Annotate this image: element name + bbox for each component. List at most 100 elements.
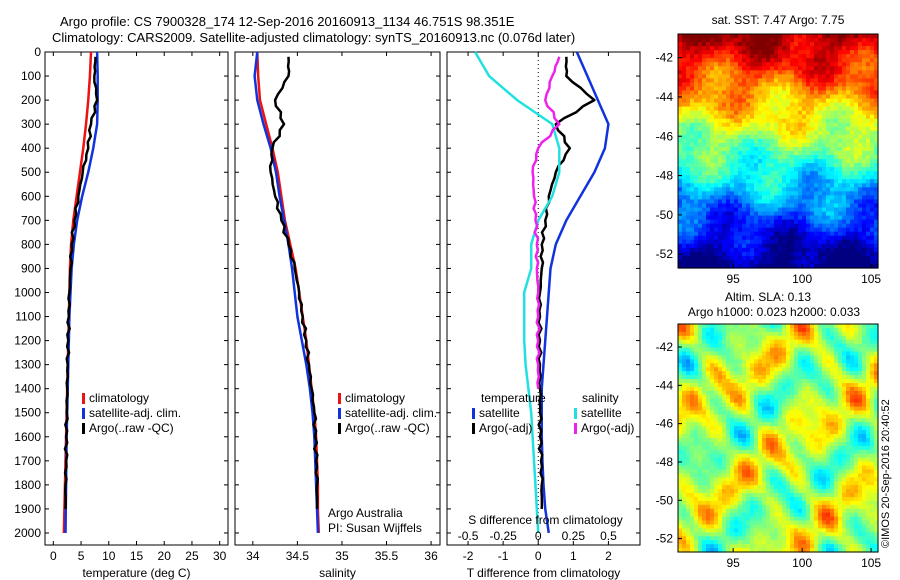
map-cell: [678, 343, 683, 349]
map-cell: [754, 151, 759, 156]
map-cell: [686, 263, 691, 269]
map-cell: [762, 339, 767, 345]
map-cell: [690, 46, 695, 51]
map-cell: [742, 422, 747, 427]
map-cell: [742, 94, 747, 100]
map-cell: [854, 110, 859, 116]
map-cell: [694, 203, 699, 209]
map-cell: [862, 151, 867, 156]
map-cell: [798, 122, 803, 128]
map-cell: [850, 42, 855, 47]
map-cell: [862, 367, 867, 372]
map-cell: [750, 418, 755, 423]
map-cell: [738, 163, 743, 168]
map-cell: [702, 159, 707, 164]
map-cell: [766, 50, 771, 55]
map-cell: [778, 78, 783, 84]
map-cell: [686, 434, 691, 439]
map-cell: [778, 175, 783, 180]
map-cell: [722, 465, 727, 471]
map-cell: [682, 171, 687, 176]
map-cell: [694, 231, 699, 237]
map-cell: [830, 418, 835, 423]
map-cell: [742, 118, 747, 124]
map-cell: [770, 465, 775, 471]
map-cell: [802, 183, 807, 188]
map-cell: [690, 441, 695, 447]
map-cell: [742, 402, 747, 408]
map-cell: [846, 363, 851, 368]
map-cell: [730, 130, 735, 136]
map-cell: [794, 343, 799, 349]
map-cell: [726, 62, 731, 67]
map-cell: [682, 62, 687, 67]
map-cell: [774, 343, 779, 349]
map-cell: [702, 227, 707, 233]
map-cell: [838, 191, 843, 196]
map-cell: [794, 187, 799, 192]
map-cell: [822, 114, 827, 120]
map-cell: [774, 207, 779, 213]
x-tick-label: 105: [861, 272, 881, 286]
map-cell: [718, 438, 723, 443]
map-cell: [814, 453, 819, 459]
y-tick-label: 800: [21, 237, 41, 251]
map-cell: [786, 94, 791, 100]
map-cell: [774, 187, 779, 192]
map-cell: [762, 359, 767, 364]
map-cell: [854, 239, 859, 245]
map-cell: [830, 255, 835, 261]
map-cell: [738, 167, 743, 172]
map-cell: [866, 441, 871, 447]
map-cell: [842, 199, 847, 205]
map-cell: [762, 159, 767, 164]
map-cell: [766, 199, 771, 205]
map-cell: [854, 94, 859, 100]
x-tick-label: 15: [130, 549, 144, 563]
map-cell: [862, 118, 867, 124]
map-cell: [874, 379, 879, 384]
map-cell: [766, 343, 771, 349]
map-cell: [678, 106, 683, 112]
map-cell: [714, 94, 719, 100]
map-cell: [726, 441, 731, 447]
map-cell: [698, 155, 703, 160]
map-cell: [766, 175, 771, 180]
map-cell: [738, 227, 743, 233]
map-cell: [738, 231, 743, 237]
map-cell: [850, 414, 855, 419]
map-cell: [826, 102, 831, 108]
map-cell: [778, 235, 783, 241]
map-cell: [862, 110, 867, 116]
map-cell: [806, 171, 811, 176]
map-cell: [858, 46, 863, 51]
map-cell: [742, 227, 747, 233]
map-cell: [690, 231, 695, 237]
map-cell: [782, 114, 787, 120]
series-line-argo-raw-qc-: [268, 56, 320, 509]
map-cell: [714, 62, 719, 67]
map-cell: [774, 98, 779, 104]
map-cell: [730, 171, 735, 176]
map-cell: [754, 34, 759, 39]
map-cell: [762, 327, 767, 333]
map-cell: [726, 367, 731, 372]
map-cell: [714, 70, 719, 75]
map-cell: [790, 171, 795, 176]
map-cell: [718, 382, 723, 388]
map-cell: [706, 203, 711, 209]
map-cell: [686, 390, 691, 396]
map-cell: [742, 66, 747, 71]
map-cell: [758, 231, 763, 237]
map-cell: [782, 215, 787, 221]
map-cell: [686, 42, 691, 47]
map-cell: [686, 461, 691, 467]
map-cell: [682, 58, 687, 63]
map-cell: [774, 243, 779, 249]
map-cell: [846, 457, 851, 463]
map-cell: [802, 126, 807, 132]
map-cell: [814, 58, 819, 63]
map-cell: [830, 126, 835, 132]
map-cell: [830, 402, 835, 408]
map-cell: [774, 430, 779, 435]
